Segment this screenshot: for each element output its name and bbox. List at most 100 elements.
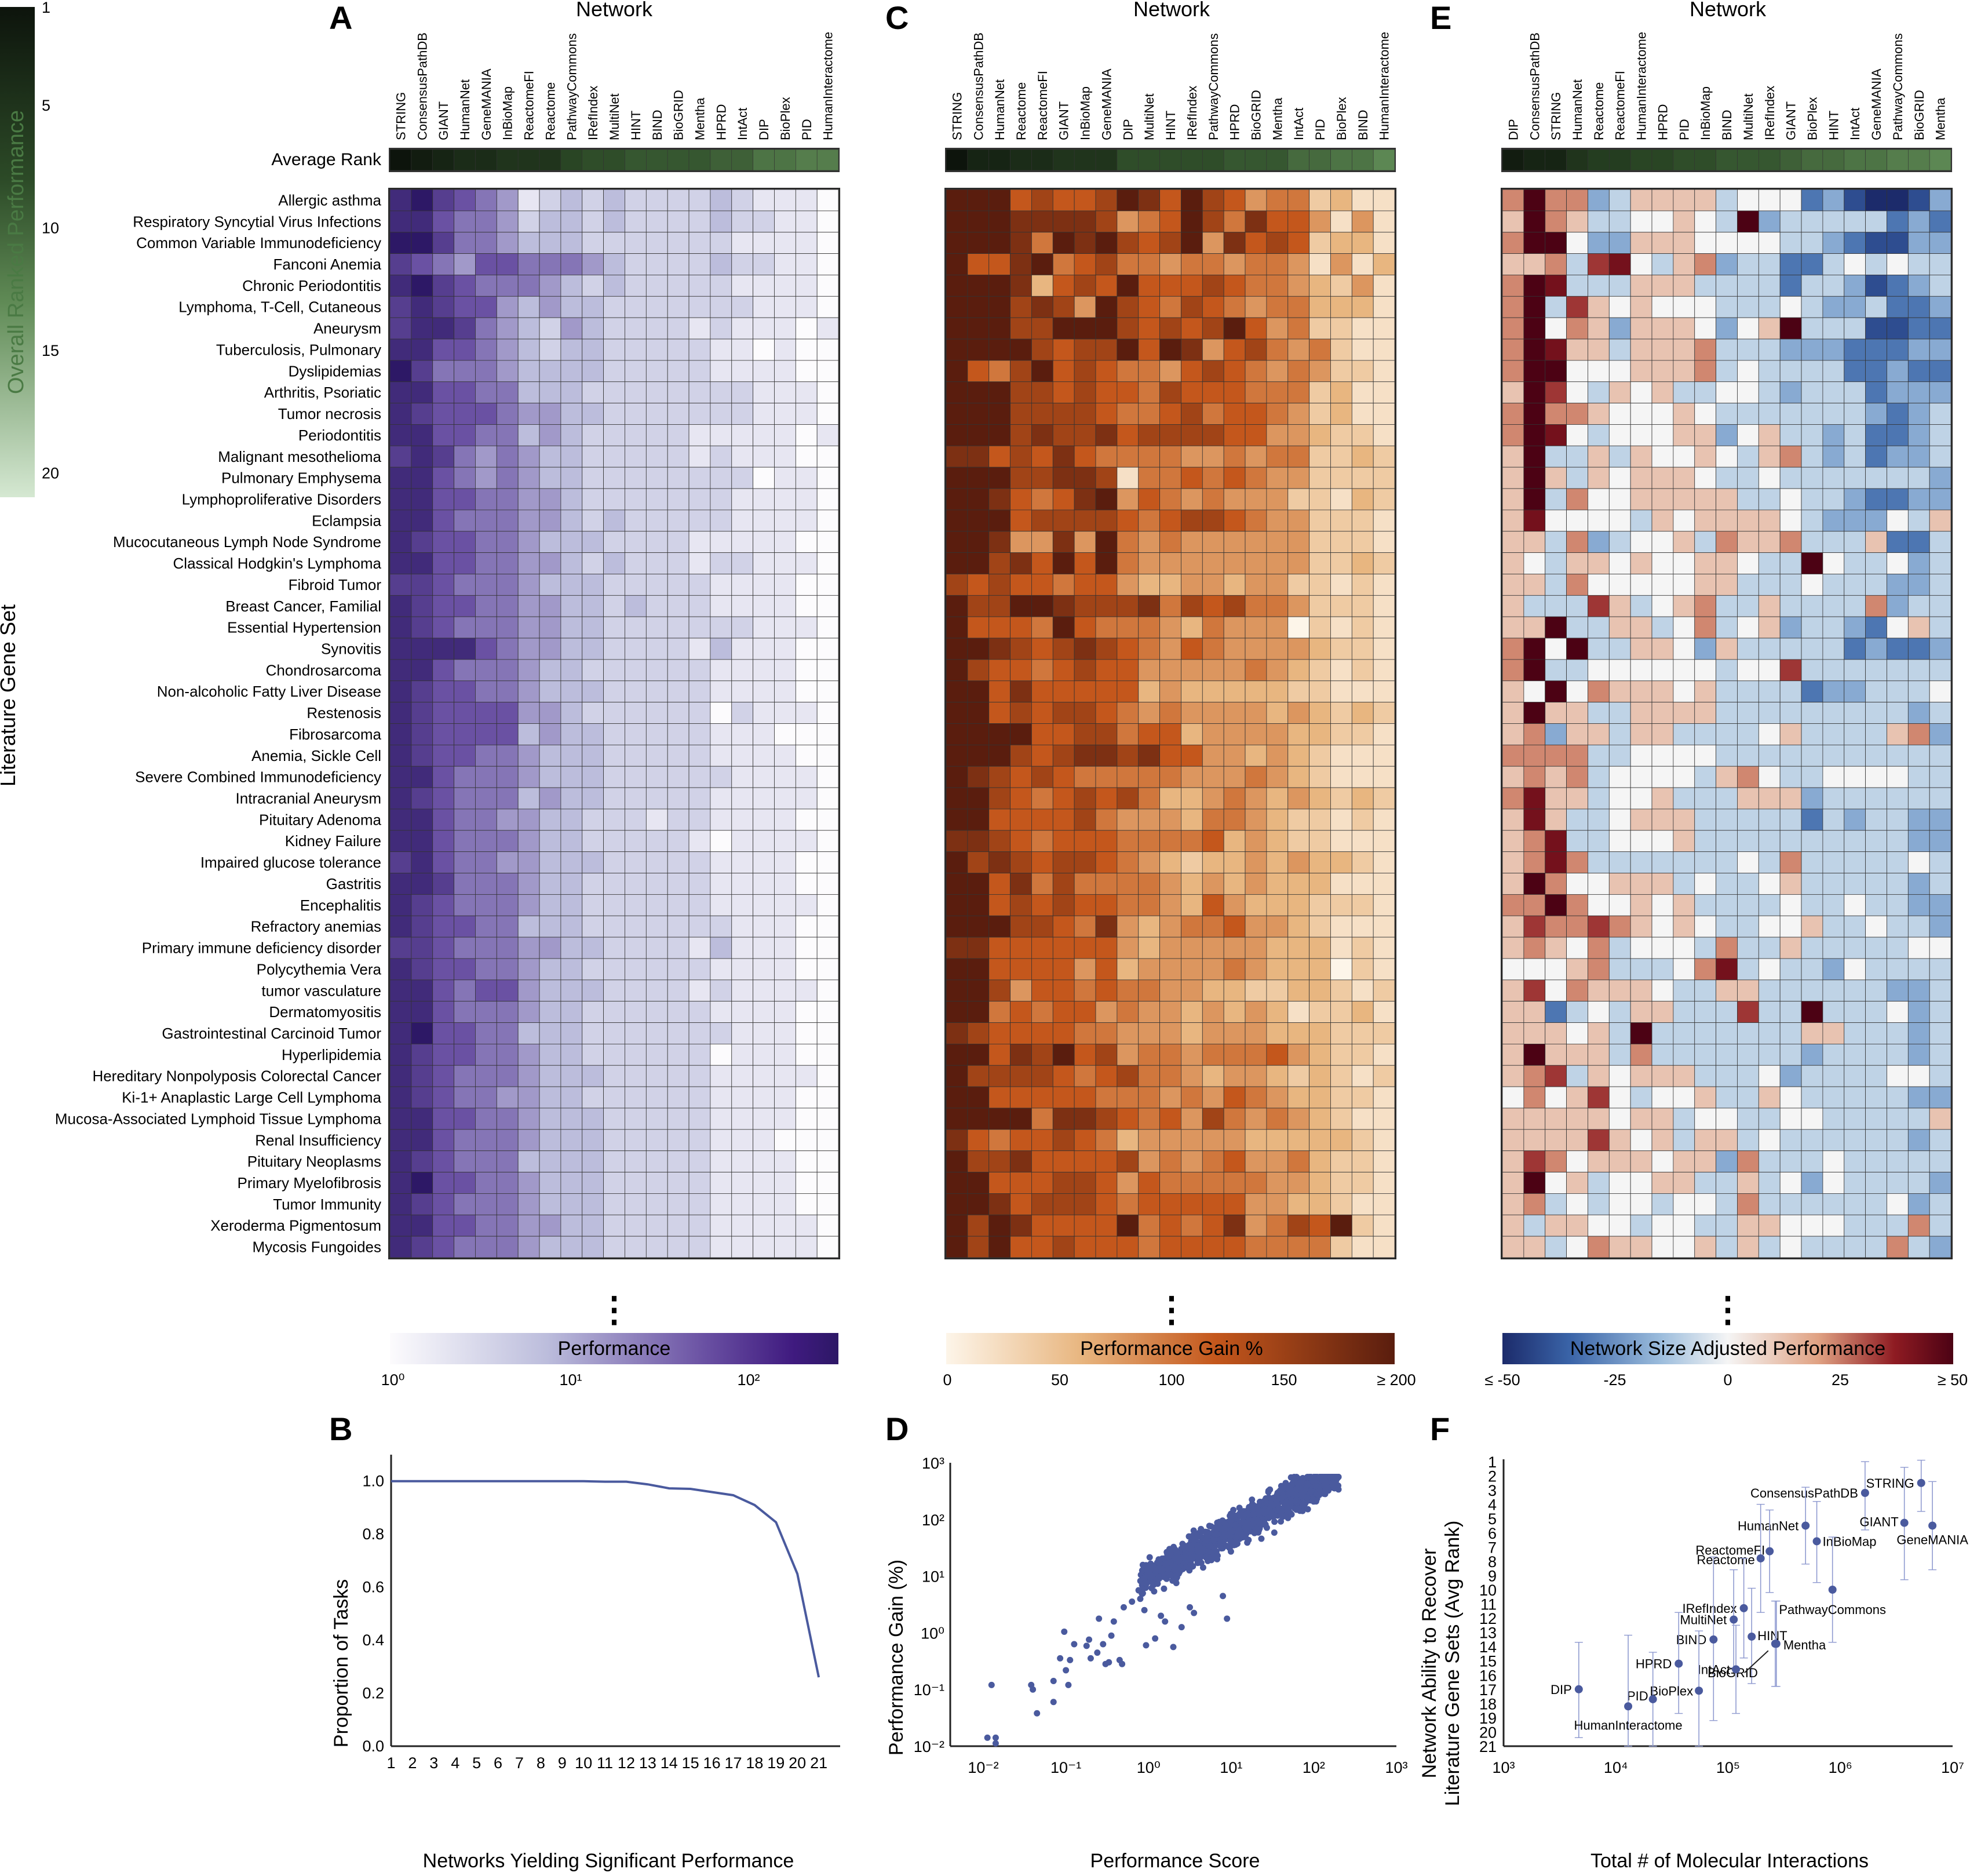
heatmap-cell: [1351, 680, 1374, 703]
heatmap-cell: [1266, 1193, 1289, 1215]
panel-letter-d: D: [885, 1411, 909, 1447]
heatmap-cell: [1095, 1214, 1118, 1237]
heatmap-cell: [1052, 552, 1075, 574]
heatmap-cell: [816, 296, 839, 318]
y-tick-label: 5: [1488, 1510, 1497, 1528]
heatmap-cell: [1758, 638, 1781, 660]
heatmap-cell: [1779, 445, 1802, 468]
heatmap-cell: [1095, 424, 1118, 446]
heatmap-cell: [539, 1214, 561, 1237]
heatmap-cell: [1822, 574, 1845, 596]
heatmap-cell: [1052, 723, 1075, 745]
heatmap-cell: [1545, 937, 1567, 959]
heatmap-cell: [1566, 638, 1588, 660]
heatmap-cell: [1223, 1001, 1246, 1023]
heatmap-cell: [1245, 808, 1267, 831]
heatmap-cell: [1074, 659, 1096, 682]
heatmap-cell: [1523, 638, 1546, 660]
heatmap-cell: [1245, 1001, 1267, 1023]
heatmap-cell: [517, 210, 540, 233]
heatmap-cell: [1373, 851, 1395, 873]
heatmap-cell: [1673, 894, 1695, 916]
heatmap-cell: [1351, 1193, 1374, 1215]
heatmap-cell: [710, 1129, 732, 1152]
heatmap-cell: [946, 488, 968, 511]
heatmap-cell: [1566, 381, 1588, 403]
heatmap-cell: [1010, 680, 1032, 703]
heatmap-cell: [411, 1129, 433, 1152]
heatmap-cell: [603, 1214, 625, 1237]
column-label: Reactome: [1592, 82, 1606, 140]
row-label: Aneurysm: [313, 320, 381, 337]
average-rank-cell: [1694, 149, 1716, 171]
heatmap-cell: [625, 744, 647, 767]
heatmap-cell: [1801, 616, 1823, 639]
heatmap-cell: [1223, 509, 1246, 532]
heatmap-cell: [1181, 424, 1203, 446]
heatmap-cell: [731, 595, 754, 617]
heatmap-cell: [667, 894, 690, 916]
heatmap-cell: [1822, 189, 1845, 212]
heatmap-cell: [517, 574, 540, 596]
heatmap-cell: [539, 488, 561, 511]
y-tick-label: 15: [1479, 1653, 1497, 1670]
heatmap-cell: [1052, 338, 1075, 361]
heatmap-cell: [1309, 787, 1331, 810]
column-label: BIND: [650, 110, 665, 140]
heatmap-cell: [988, 360, 1010, 383]
heatmap-cell: [1330, 894, 1352, 916]
heatmap-cell: [1330, 808, 1352, 831]
heatmap-cell: [1523, 360, 1546, 383]
network-point: [1900, 1518, 1909, 1527]
heatmap-cell: [1801, 574, 1823, 596]
heatmap-cell: [1737, 830, 1759, 853]
heatmap-cell: [1309, 1214, 1331, 1237]
y-tick-label: 1: [1488, 1454, 1497, 1471]
heatmap-cell: [389, 787, 412, 810]
heatmap-cell: [1266, 851, 1289, 873]
heatmap-cell: [1202, 1150, 1224, 1172]
heatmap-cell: [1502, 894, 1524, 916]
heatmap-cell: [645, 1193, 668, 1215]
heatmap-cell: [1779, 595, 1802, 617]
heatmap-cell: [475, 1044, 497, 1066]
heatmap-cell: [389, 531, 412, 553]
heatmap-cell: [582, 1193, 604, 1215]
heatmap-cell: [1223, 1236, 1246, 1258]
heatmap-cell: [496, 232, 519, 254]
heatmap-cell: [1929, 702, 1951, 724]
heatmap-cell: [1074, 381, 1096, 403]
heatmap-cell: [795, 702, 818, 724]
heatmap-cell: [389, 915, 412, 938]
heatmap-cell: [1588, 1108, 1610, 1130]
heatmap-cell: [1716, 680, 1738, 703]
heatmap-cell: [1010, 616, 1032, 639]
heatmap-cell: [774, 851, 796, 873]
heatmap-cell: [688, 830, 711, 853]
heatmap-cell: [1673, 1001, 1695, 1023]
network-point: [1917, 1478, 1925, 1487]
heatmap-cell: [645, 723, 668, 745]
heatmap-cell: [1651, 1129, 1674, 1152]
heatmap-cell: [389, 424, 412, 446]
heatmap-cell: [1907, 1001, 1930, 1023]
heatmap-cell: [1245, 873, 1267, 895]
heatmap-cell: [1266, 338, 1289, 361]
scatter-point: [1139, 1567, 1145, 1574]
heatmap-cell: [731, 1193, 754, 1215]
heatmap-cell: [1245, 360, 1267, 383]
heatmap-cell: [625, 296, 647, 318]
heatmap-cell: [1373, 766, 1395, 788]
heatmap-cell: [988, 1065, 1010, 1087]
heatmap-cell: [795, 488, 818, 511]
heatmap-cell: [645, 574, 668, 596]
heatmap-cell: [1694, 1236, 1716, 1258]
heatmap-cell: [731, 851, 754, 873]
heatmap-cell: [1159, 787, 1181, 810]
heatmap-cell: [517, 702, 540, 724]
heatmap-cell: [1865, 1236, 1887, 1258]
heatmap-cell: [1929, 317, 1951, 340]
heatmap-cell: [1801, 424, 1823, 446]
heatmap-cell: [1844, 937, 1866, 959]
average-rank-cell: [774, 149, 796, 171]
